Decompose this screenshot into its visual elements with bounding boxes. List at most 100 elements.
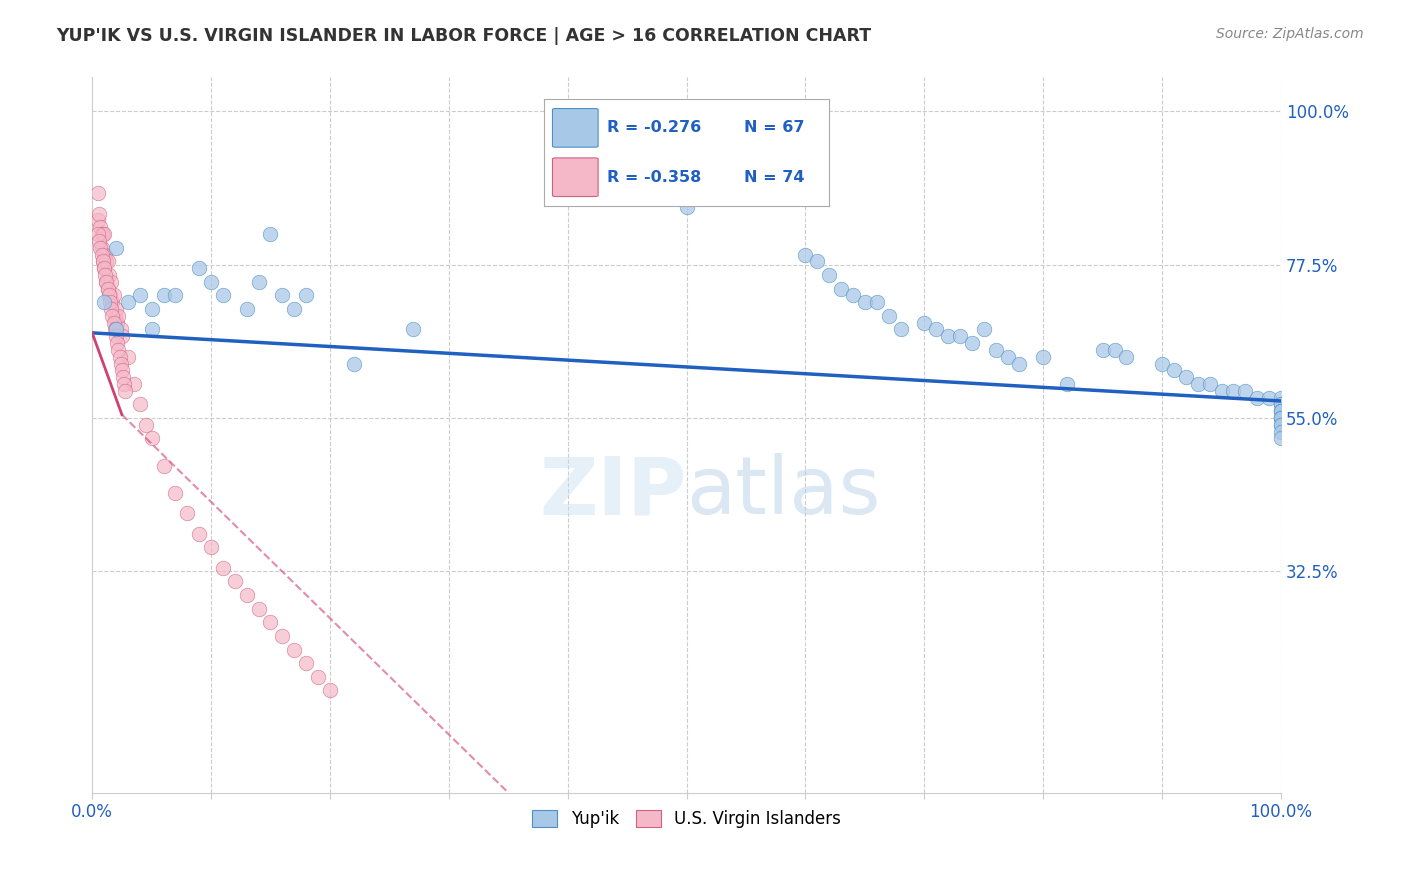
Point [91,254,114,268]
Point [1104,343,1126,357]
Point [890,322,912,336]
Point [307,670,329,684]
Point [936,329,959,343]
Point [93,261,115,276]
Point [866,295,889,310]
Point [997,350,1019,364]
Point [97,282,120,296]
Point [949,329,972,343]
Point [402,322,425,336]
Point [110,322,132,336]
Point [271,629,294,643]
Point [141,301,163,316]
Point [1270,417,1292,432]
Point [1174,370,1197,384]
Point [89,241,111,255]
Point [165,486,187,500]
Point [1270,391,1292,405]
Point [259,615,281,630]
Point [960,336,983,351]
Point [117,295,139,310]
Point [89,220,111,235]
Point [90,247,112,261]
Point [93,247,115,261]
Point [188,261,211,276]
Point [105,336,128,351]
Point [104,309,127,323]
Point [107,309,129,323]
Point [794,247,817,261]
Point [853,295,876,310]
Point [176,507,198,521]
Point [200,541,222,555]
Point [1163,363,1185,377]
Point [98,295,121,310]
Point [117,350,139,364]
Point [1270,417,1292,432]
Point [1008,357,1031,371]
Point [1270,425,1292,439]
Point [188,526,211,541]
Point [212,288,235,302]
Point [1270,397,1292,411]
Point [97,254,120,268]
Point [93,227,115,241]
Point [247,275,270,289]
Point [111,363,134,377]
Point [128,397,150,411]
Point [1270,432,1292,446]
Point [91,227,114,241]
Point [235,588,257,602]
Point [90,227,112,241]
Point [152,288,174,302]
Point [1211,384,1233,398]
Point [141,432,163,446]
Point [93,261,115,276]
Point [104,329,127,343]
Point [141,322,163,336]
Point [100,275,122,289]
Point [96,275,118,289]
Point [1270,411,1292,425]
Point [112,370,135,384]
Point [87,213,110,227]
Point [104,322,127,336]
Point [877,309,900,323]
Point [283,301,305,316]
Point [111,329,134,343]
Point [200,275,222,289]
Point [1198,376,1220,391]
Point [1032,350,1054,364]
Point [1187,376,1209,391]
Point [319,683,342,698]
Point [806,254,828,268]
Point [1270,404,1292,418]
Point [104,301,127,316]
Point [104,322,127,336]
Point [973,322,995,336]
Point [283,642,305,657]
Point [128,288,150,302]
Point [259,227,281,241]
Point [1270,404,1292,418]
Point [107,343,129,357]
Point [110,357,132,371]
Point [224,574,246,589]
Point [295,657,318,671]
Point [91,254,114,268]
Point [1115,350,1137,364]
Point [114,384,136,398]
Point [90,241,112,255]
Point [247,601,270,615]
Point [96,275,118,289]
Point [96,254,118,268]
Point [984,343,1007,357]
Legend: Yup'ik, U.S. Virgin Islanders: Yup'ik, U.S. Virgin Islanders [526,803,848,834]
Point [103,316,125,330]
Text: YUP'IK VS U.S. VIRGIN ISLANDER IN LABOR FORCE | AGE > 16 CORRELATION CHART: YUP'IK VS U.S. VIRGIN ISLANDER IN LABOR … [56,27,872,45]
Point [1270,404,1292,418]
Point [1234,384,1257,398]
Point [1222,384,1244,398]
Point [122,376,145,391]
Point [89,207,111,221]
